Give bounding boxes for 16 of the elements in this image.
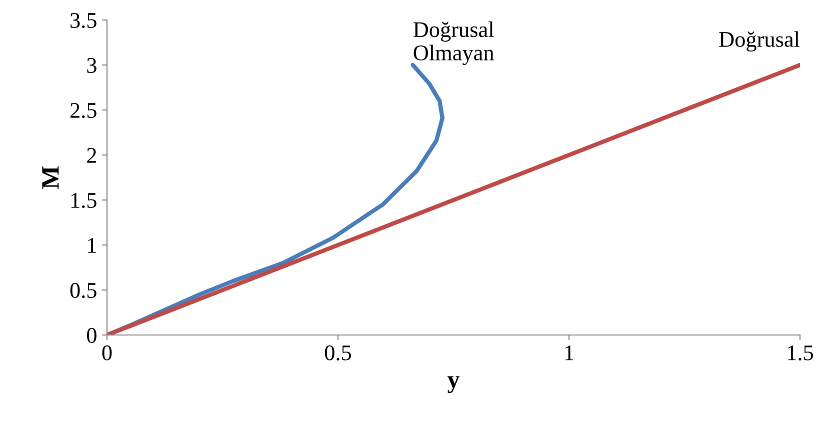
x-tick-label: 0.5 bbox=[324, 345, 352, 360]
x-axis-title: y bbox=[447, 376, 460, 394]
x-tick-label: 1 bbox=[565, 345, 574, 360]
y-tick-label: 1.5 bbox=[71, 193, 96, 208]
y-tick-label: 0 bbox=[87, 328, 96, 343]
series-label: Doğrusal Olmayan bbox=[413, 21, 494, 65]
x-tick-label: 0 bbox=[102, 345, 112, 360]
series-label: Doğrusal bbox=[719, 31, 800, 52]
x-tick-label: 1.5 bbox=[788, 345, 814, 360]
y-axis-title: M bbox=[42, 166, 59, 189]
y-tick-label: 3 bbox=[87, 58, 96, 73]
y-tick-label: 0.5 bbox=[70, 282, 96, 298]
y-tick-label: 2 bbox=[87, 148, 96, 163]
y-tick-label: 2.5 bbox=[70, 102, 96, 118]
y-tick-label: 1 bbox=[88, 238, 96, 253]
y-tick-label: 3.5 bbox=[70, 12, 96, 28]
